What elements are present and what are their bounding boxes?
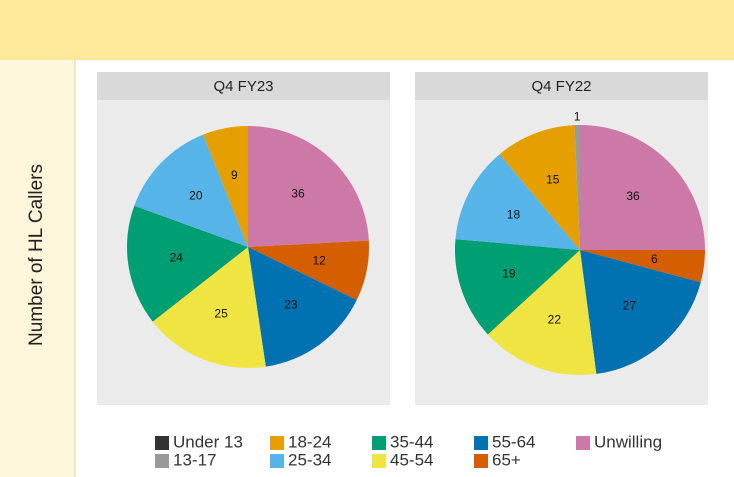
pie-slice bbox=[203, 126, 248, 247]
side-band bbox=[0, 60, 75, 477]
pie-slice bbox=[574, 125, 580, 250]
pie-slice bbox=[127, 205, 248, 322]
slice-label: 6 bbox=[651, 252, 658, 266]
legend-label: 65+ bbox=[492, 450, 521, 469]
header-band bbox=[0, 0, 734, 60]
panel-header bbox=[97, 72, 390, 100]
slice-label: 19 bbox=[502, 266, 516, 280]
legend-label: 25-34 bbox=[288, 450, 331, 469]
legend-label: 13-17 bbox=[173, 450, 216, 469]
slice-label: 23 bbox=[284, 298, 298, 312]
slice-label: 24 bbox=[170, 251, 184, 265]
slice-label: 12 bbox=[312, 254, 326, 268]
slice-label: 27 bbox=[623, 299, 637, 313]
pie-slice bbox=[248, 247, 357, 367]
legend-label: Under 13 bbox=[173, 432, 243, 451]
legend-swatch bbox=[270, 454, 284, 468]
slice-label: 20 bbox=[189, 189, 203, 203]
panel-title: Q4 FY23 bbox=[213, 78, 273, 95]
legend-label: 45-54 bbox=[390, 450, 433, 469]
pie-slice bbox=[580, 250, 705, 283]
pie-slice bbox=[455, 239, 580, 335]
slice-label: 18 bbox=[507, 208, 521, 222]
legend-swatch bbox=[270, 436, 284, 450]
legend-swatch bbox=[372, 436, 386, 450]
pie-slice bbox=[580, 125, 705, 250]
legend-swatch bbox=[576, 436, 590, 450]
legend-label: 55-64 bbox=[492, 432, 535, 451]
slice-label: 36 bbox=[291, 187, 305, 201]
legend-swatch bbox=[155, 454, 169, 468]
pie-slice bbox=[455, 154, 580, 250]
legend-label: Unwilling bbox=[594, 432, 662, 451]
pie-slice bbox=[499, 125, 580, 250]
slice-label: 25 bbox=[214, 307, 228, 321]
pie-slice bbox=[248, 240, 369, 300]
slice-label: 36 bbox=[626, 189, 640, 203]
legend-label: 18-24 bbox=[288, 432, 331, 451]
panel-header bbox=[415, 72, 708, 100]
pie-slice bbox=[487, 250, 597, 375]
legend-swatch bbox=[474, 454, 488, 468]
panel-title: Q4 FY22 bbox=[531, 78, 591, 95]
legend-swatch bbox=[372, 454, 386, 468]
slice-label: 15 bbox=[546, 172, 560, 186]
pie-slice bbox=[152, 247, 266, 368]
y-axis-label: Number of HL Callers bbox=[26, 164, 47, 346]
slice-label: 22 bbox=[548, 313, 562, 327]
pie-slice bbox=[248, 126, 369, 247]
legend-swatch bbox=[155, 436, 169, 450]
pie-slice bbox=[134, 134, 248, 247]
slice-label: 1 bbox=[574, 110, 581, 124]
slice-label: 9 bbox=[231, 168, 238, 182]
legend-label: 35-44 bbox=[390, 432, 433, 451]
legend-swatch bbox=[474, 436, 488, 450]
pie-slice bbox=[580, 250, 701, 374]
